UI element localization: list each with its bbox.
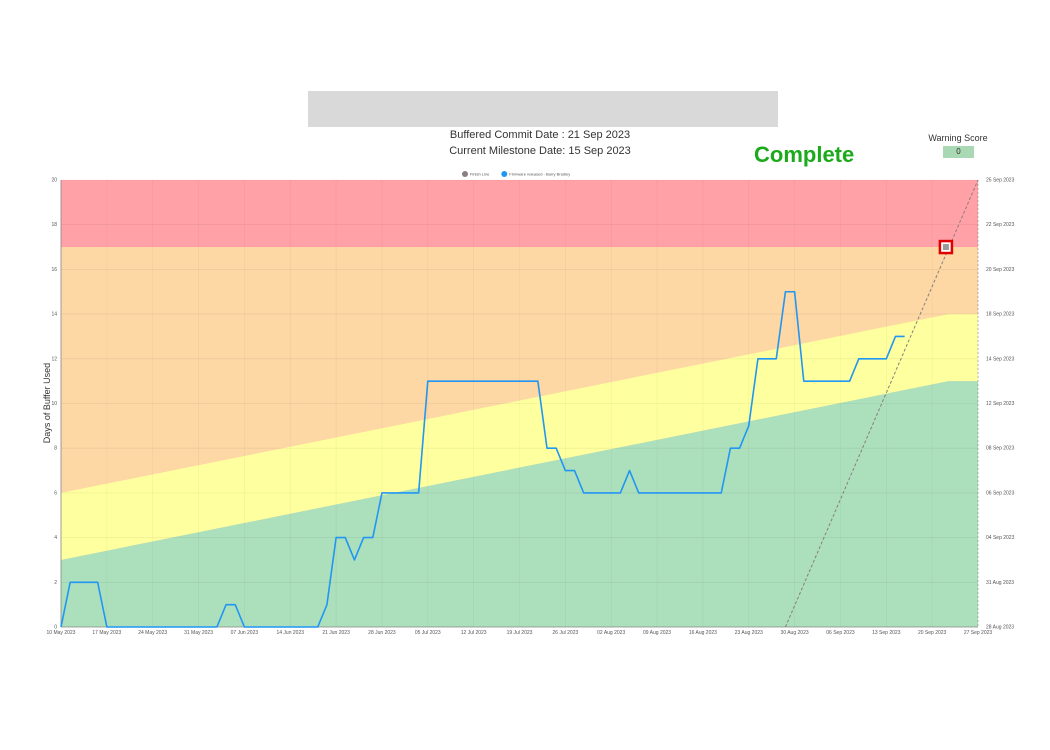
x-tick-label: 27 Sep 2023: [964, 630, 993, 636]
x-tick-label: 26 Jul 2023: [552, 630, 578, 636]
green-zone: [61, 381, 978, 627]
x-tick-label: 06 Sep 2023: [826, 630, 855, 636]
y-tick-label: 16: [51, 267, 57, 273]
y2-tick-label: 06 Sep 2023: [986, 490, 1015, 496]
y-tick-label: 20: [51, 178, 57, 184]
y-tick-label: 12: [51, 356, 57, 362]
x-tick-label: 19 Jul 2023: [507, 630, 533, 636]
y-tick-label: 14: [51, 312, 57, 318]
redacted-title-bar: [308, 91, 778, 127]
firmware-series-line: [60, 290, 905, 628]
legend-label: Firmware released - Barry Bradley: [509, 172, 570, 177]
warning-score-label: Warning Score: [928, 133, 988, 143]
x-tick-label: 23 Aug 2023: [735, 630, 763, 636]
x-tick-label: 09 Aug 2023: [643, 630, 671, 636]
current-milestone-date: Current Milestone Date: 15 Sep 2023: [449, 145, 631, 157]
y-tick-label: 6: [54, 490, 57, 496]
y-tick-label: 8: [54, 446, 57, 452]
y2-tick-label: 18 Sep 2023: [986, 312, 1015, 318]
y2-tick-label: 12 Sep 2023: [986, 401, 1015, 407]
y2-tick-label: 04 Sep 2023: [986, 535, 1015, 541]
y-tick-label: 2: [54, 580, 57, 586]
y2-tick-label: 22 Sep 2023: [986, 222, 1015, 228]
y-tick-label: 4: [54, 535, 57, 541]
x-tick-label: 17 May 2023: [92, 630, 121, 636]
x-tick-label: 24 May 2023: [138, 630, 167, 636]
x-tick-label: 13 Sep 2023: [872, 630, 901, 636]
x-tick-label: 20 Sep 2023: [918, 630, 947, 636]
warning-score-value: 0: [943, 146, 974, 158]
y2-tick-label: 14 Sep 2023: [986, 356, 1015, 362]
x-tick-label: 10 May 2023: [47, 630, 76, 636]
legend-dot: [501, 171, 508, 177]
buffered-commit-date: Buffered Commit Date : 21 Sep 2023: [449, 129, 631, 141]
legend-label: Finish Line: [470, 172, 490, 177]
x-tick-label: 30 Aug 2023: [781, 630, 809, 636]
y2-tick-label: 08 Sep 2023: [986, 446, 1015, 452]
x-tick-label: 07 Jun 2023: [231, 630, 259, 636]
y2-tick-label: 25 Sep 2023: [986, 178, 1015, 184]
y2-tick-label: 20 Sep 2023: [986, 267, 1015, 273]
y-tick-label: 18: [51, 222, 57, 228]
x-tick-label: 14 Jun 2023: [276, 630, 304, 636]
x-tick-label: 31 May 2023: [184, 630, 213, 636]
current-marker-dot: [942, 244, 949, 251]
status-label: Complete: [754, 142, 855, 167]
x-tick-label: 16 Aug 2023: [689, 630, 717, 636]
finish-line: [784, 179, 979, 628]
y-tick-label: 0: [54, 625, 57, 631]
yellow-zone: [61, 314, 978, 560]
x-tick-label: 28 Jun 2023: [368, 630, 396, 636]
x-tick-label: 02 Aug 2023: [597, 630, 625, 636]
y2-tick-label: 28 Aug 2023: [986, 625, 1014, 631]
y2-tick-label: 31 Aug 2023: [986, 580, 1014, 586]
x-tick-label: 05 Jul 2023: [415, 630, 441, 636]
x-tick-label: 12 Jul 2023: [461, 630, 487, 636]
x-tick-label: 21 Jun 2023: [322, 630, 350, 636]
legend-dot: [462, 171, 468, 177]
y-tick-label: 10: [51, 401, 57, 407]
red-zone: [61, 180, 978, 248]
